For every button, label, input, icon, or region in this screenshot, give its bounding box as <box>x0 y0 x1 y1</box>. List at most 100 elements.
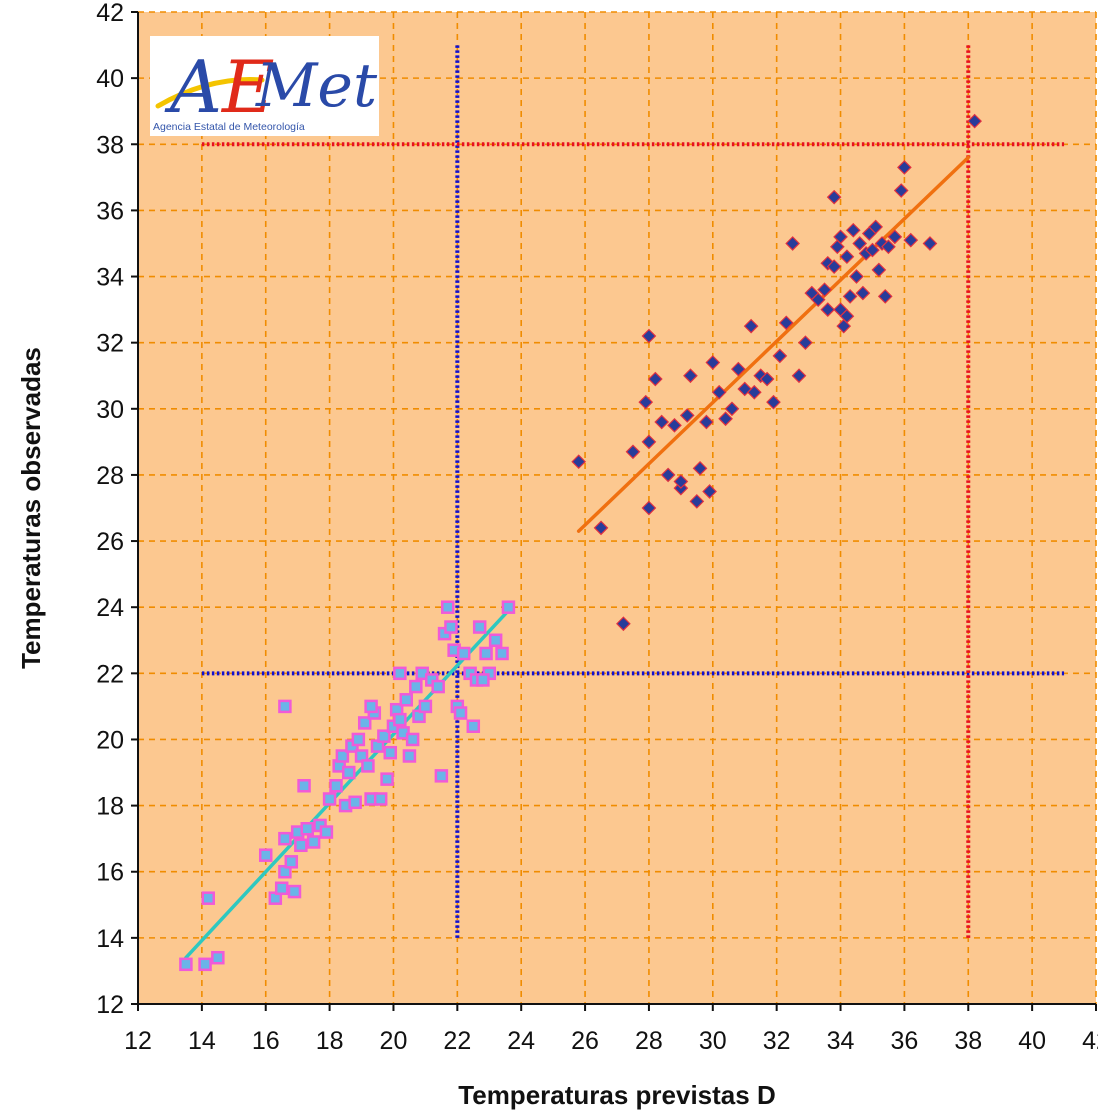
x-tick-label: 18 <box>316 1027 344 1055</box>
diamond-data-point <box>654 414 670 430</box>
square-data-point <box>488 633 503 648</box>
trend-line <box>576 155 971 533</box>
y-tick-label: 42 <box>96 0 124 27</box>
y-tick-label: 22 <box>96 660 124 688</box>
diamond-data-point <box>641 434 657 450</box>
diamond-data-point <box>766 394 781 410</box>
y-tick-label: 20 <box>96 726 124 754</box>
diamond-data-point <box>833 229 848 245</box>
diamond-data-point <box>852 236 868 251</box>
y-axis-title: Temperaturas observadas <box>16 347 46 669</box>
square-data-point <box>319 825 334 839</box>
logo-yellow-swoosh <box>155 77 265 109</box>
trend-lines <box>184 155 971 960</box>
x-tick-label: 28 <box>635 1027 663 1055</box>
square-data-point <box>300 821 314 836</box>
square-data-point <box>441 600 455 614</box>
logo-subtitle: Agencia Estatal de Meteorología <box>153 121 305 133</box>
x-tick-label: 32 <box>763 1027 791 1055</box>
y-tick-label: 38 <box>96 131 124 159</box>
diamond-data-point <box>839 308 855 324</box>
square-data-point <box>335 749 350 763</box>
diamond-data-point <box>702 484 717 499</box>
diamond-data-point <box>772 348 788 364</box>
diamond-data-point <box>571 454 587 470</box>
square-data-point <box>409 679 423 694</box>
diamond-data-point <box>759 371 775 387</box>
square-data-point <box>453 706 468 720</box>
x-tick-label: 34 <box>827 1027 855 1055</box>
diamond-data-point <box>711 384 727 400</box>
diamond-data-point <box>842 289 858 304</box>
y-tick-label: 32 <box>96 330 124 358</box>
square-data-point <box>306 835 321 849</box>
square-data-point <box>364 699 378 714</box>
diamond-data-point <box>785 236 800 251</box>
diamond-data-point <box>893 183 909 198</box>
square-data-point <box>284 855 299 869</box>
square-data-point <box>329 779 343 793</box>
x-tick-label: 38 <box>954 1027 982 1055</box>
diamond-data-point <box>660 467 676 483</box>
square-data-point <box>198 957 212 972</box>
diamond-data-point <box>667 417 682 433</box>
square-data-point <box>479 646 493 661</box>
diamond-data-point <box>887 229 903 245</box>
square-data-point <box>380 772 394 786</box>
diamond-data-point <box>673 474 689 489</box>
y-tick-label: 26 <box>96 528 124 556</box>
x-tick-label: 36 <box>890 1027 918 1055</box>
diamond-data-point <box>616 616 631 632</box>
square-data-point <box>258 848 273 862</box>
x-tick-label: 30 <box>699 1027 727 1055</box>
x-tick-label: 12 <box>124 1027 152 1055</box>
square-data-point <box>322 792 337 806</box>
diamond-data-point <box>845 222 861 238</box>
square-data-point <box>466 719 481 733</box>
square-data-point <box>444 620 458 634</box>
square-data-point <box>373 792 388 806</box>
y-tick-label: 40 <box>96 65 124 93</box>
diamond-data-point <box>855 285 871 301</box>
diamond-data-point <box>810 292 826 308</box>
square-data-point <box>399 693 413 707</box>
diamond-data-point <box>868 219 884 235</box>
square-data-point <box>418 699 433 714</box>
diamond-data-point <box>593 520 609 536</box>
diamond-data-point <box>798 335 813 351</box>
square-data-point <box>402 749 417 763</box>
diamond-data-point <box>625 444 641 460</box>
diamond-data-point <box>718 411 733 427</box>
square-data-point <box>348 795 362 810</box>
diamond-data-point <box>791 368 807 384</box>
diamond-data-point <box>647 371 663 387</box>
square-data-point <box>342 765 356 780</box>
diamond-data-point <box>638 394 654 410</box>
y-tick-label: 34 <box>96 264 124 292</box>
square-data-point <box>393 712 407 727</box>
aemet-logo: A E Met Agencia Estatal de Meteorología <box>150 36 379 136</box>
square-data-point <box>287 884 302 899</box>
diamond-data-point <box>839 249 855 265</box>
square-data-point <box>476 673 490 687</box>
square-data-point <box>297 779 311 793</box>
trend-line <box>184 608 511 960</box>
logo-letter-e: E <box>220 45 275 129</box>
x-tick-label: 14 <box>188 1027 216 1055</box>
diamond-data-point <box>692 460 708 476</box>
square-data-point <box>357 716 372 730</box>
diamond-data-point <box>820 302 836 317</box>
y-tick-label: 18 <box>96 793 124 821</box>
diamond-data-point <box>730 361 746 377</box>
logo-letters-met: Met <box>255 51 378 121</box>
square-data-point <box>201 891 216 905</box>
diamond-data-point <box>871 262 887 278</box>
diamond-data-point <box>679 408 695 423</box>
tick-labels: 12 14 16 18 20 22 24 26 28 30 32 34 36 38 40 42 12 14 16 18… <box>96 0 1098 1055</box>
diamond-data-point <box>826 189 842 205</box>
square-data-point <box>431 679 445 694</box>
diamond-data-point <box>724 401 740 417</box>
y-tick-label: 30 <box>96 396 124 424</box>
x-axis-title: Temperaturas previstas D <box>458 1080 775 1110</box>
